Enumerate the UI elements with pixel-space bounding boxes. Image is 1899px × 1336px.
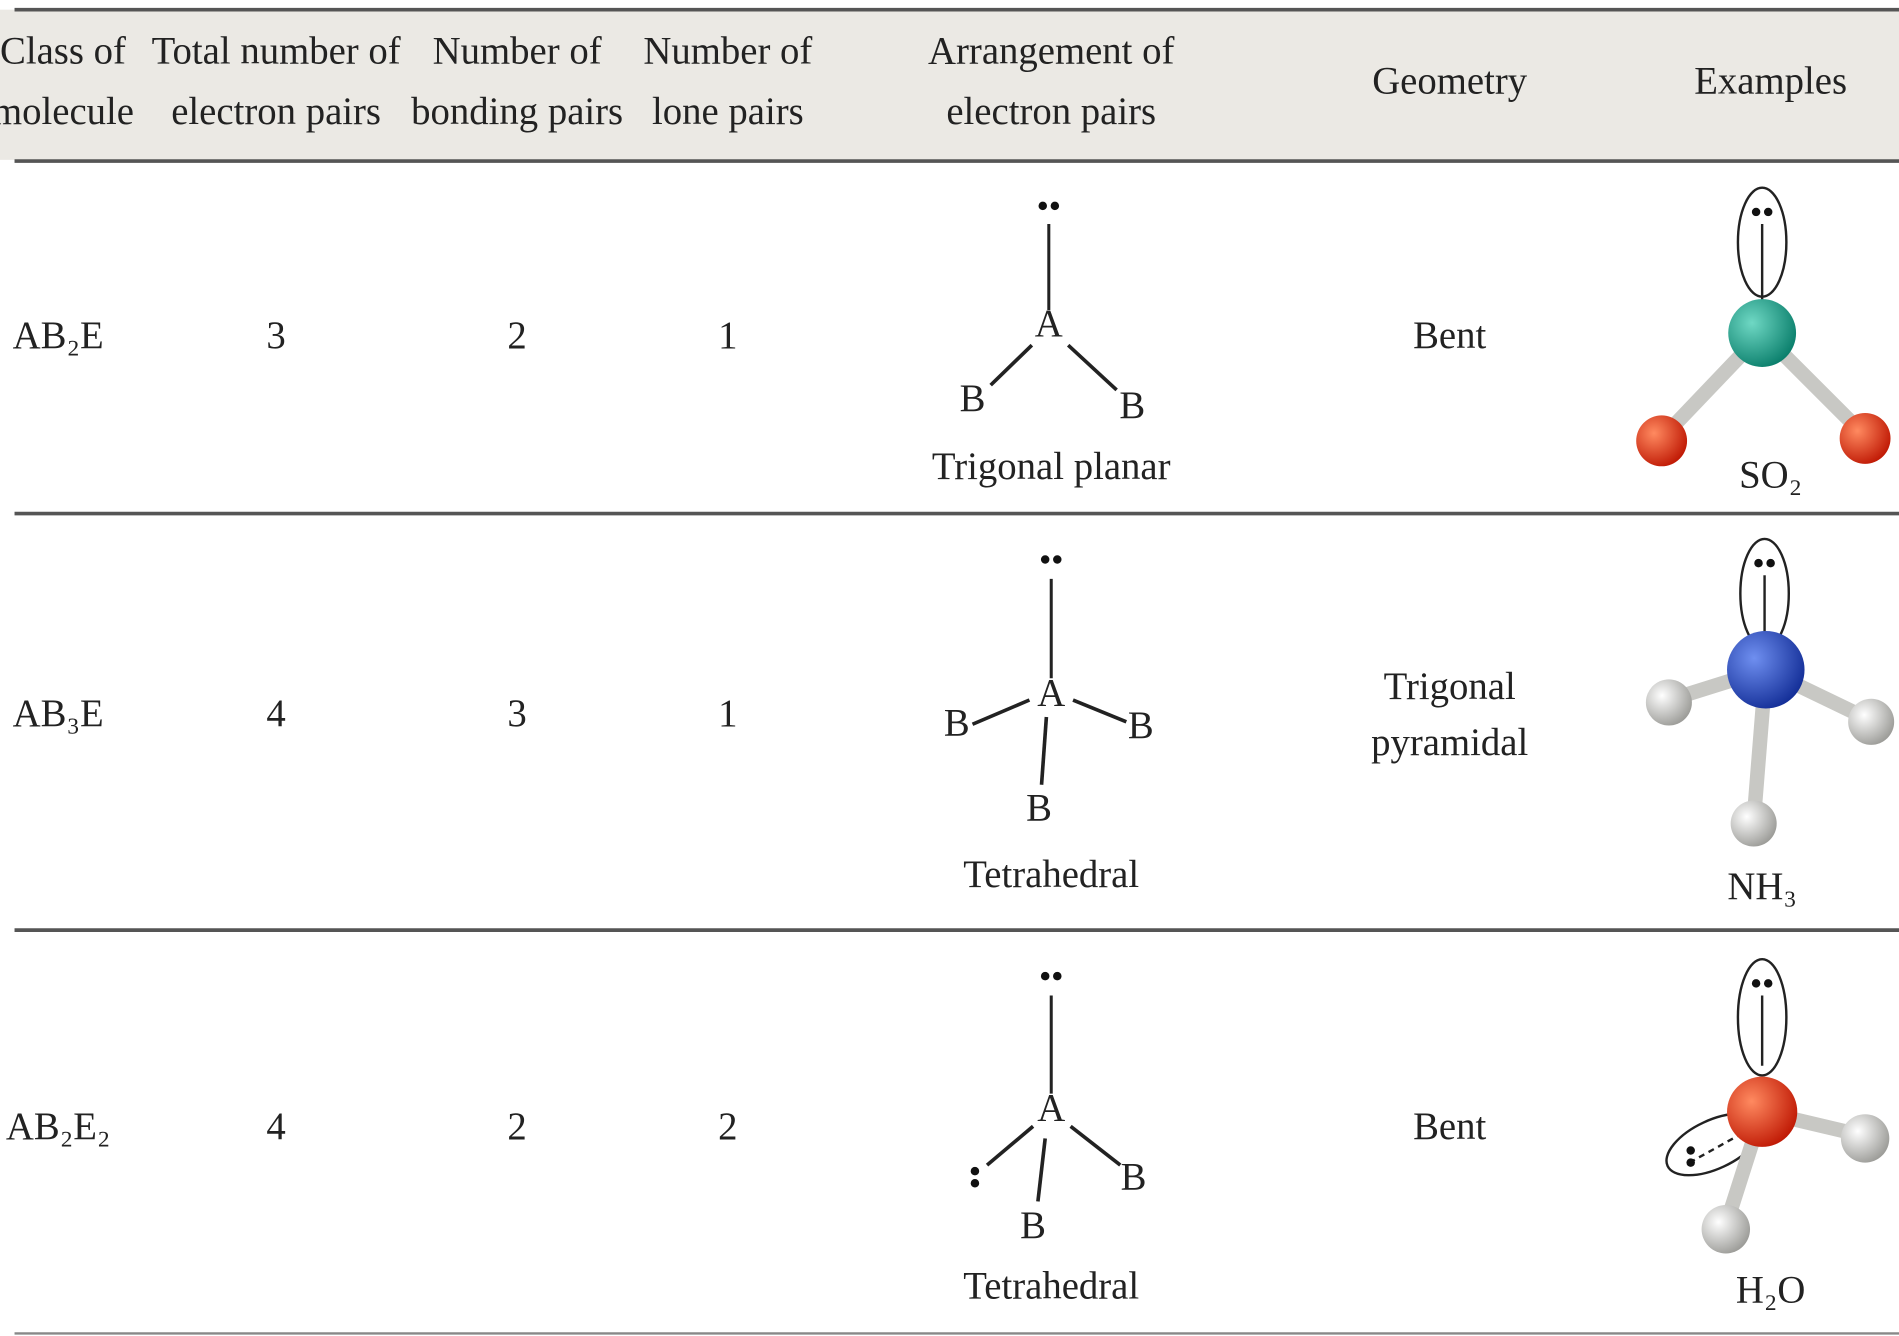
- lone-pair-dot: [1050, 201, 1060, 211]
- column-header: Number of: [433, 29, 602, 72]
- atom-sphere: [1840, 1114, 1890, 1163]
- lone-pair-dot: [1751, 979, 1761, 988]
- ligand-atom: B: [1020, 1204, 1046, 1247]
- lone-pair-dot: [1053, 971, 1062, 981]
- arrangement-name: Trigonal planar: [932, 445, 1171, 488]
- geometry-cell: Trigonal: [1384, 665, 1516, 708]
- bond-line: [989, 343, 1034, 387]
- column-header: Number of: [643, 29, 812, 72]
- ligand-atom: B: [960, 377, 986, 420]
- lone-pair-dot: [1686, 1158, 1695, 1167]
- example-label: NH₃: [1727, 865, 1796, 908]
- column-header: electron pairs: [171, 90, 381, 133]
- bond-line: [985, 1124, 1035, 1167]
- column-header: lone pairs: [652, 90, 804, 133]
- class-cell: AB₂E: [13, 314, 104, 357]
- center-atom: A: [1037, 671, 1065, 714]
- example-label: SO₂: [1739, 453, 1802, 496]
- ligand-atom: B: [1026, 786, 1052, 829]
- bonding-cell: 2: [507, 314, 526, 357]
- lone-pair-lobe: [1736, 957, 1788, 1077]
- geometry-cell: Bent: [1413, 314, 1486, 357]
- column-header: electron pairs: [946, 90, 1156, 133]
- lone-pair-dot: [970, 1179, 980, 1188]
- lone-pair-dot: [970, 1166, 980, 1176]
- atom-sphere: [1727, 1076, 1798, 1147]
- lone-pair-dash: [1688, 1131, 1745, 1164]
- column-header: molecule: [0, 90, 134, 133]
- lone-pair-dot: [1766, 558, 1775, 568]
- column-header: Class of: [0, 29, 126, 72]
- atom-sphere: [1645, 679, 1692, 726]
- atom-sphere: [1727, 630, 1805, 709]
- lone-pair-dot: [1038, 201, 1047, 211]
- lone-pair-dot: [1040, 555, 1050, 564]
- lone-pair-dot: [1053, 555, 1062, 564]
- header-band: [0, 9, 1899, 160]
- bond-line: [1069, 1124, 1122, 1167]
- lone-pair-dot: [1754, 558, 1763, 568]
- bond-line: [971, 698, 1031, 726]
- ligand-atom: B: [944, 702, 970, 745]
- class-cell: AB₃E: [13, 692, 104, 735]
- column-header: Arrangement of: [928, 29, 1174, 72]
- bond-line: [1066, 343, 1118, 392]
- bond-line: [1039, 716, 1049, 785]
- geometry-cell: Bent: [1413, 1105, 1486, 1148]
- bonding-cell: 2: [507, 1105, 526, 1148]
- ligand-atom: B: [1121, 1156, 1147, 1199]
- column-header: Total number of: [152, 29, 401, 72]
- atom-sphere: [1701, 1205, 1751, 1254]
- lone-pair-dot: [1763, 979, 1773, 988]
- arrangement-name: Tetrahedral: [963, 1265, 1139, 1308]
- atom-sphere: [1728, 299, 1797, 367]
- class-cell: AB₂E₂: [6, 1105, 111, 1148]
- lone-pair-dot: [1751, 207, 1761, 217]
- atom-sphere: [1848, 698, 1895, 745]
- bond-line: [1036, 1138, 1047, 1202]
- bonding-cell: 3: [507, 692, 526, 735]
- example-label: H₂O: [1736, 1268, 1805, 1311]
- ligand-atom: B: [1128, 704, 1154, 747]
- atom-sphere: [1839, 412, 1891, 464]
- table-body: Class of molecule Total number of electron …: [0, 7, 1899, 1335]
- arrangement-name: Tetrahedral: [963, 853, 1139, 896]
- lone-cell: 1: [718, 692, 737, 735]
- lone-pair-dot: [1763, 207, 1773, 217]
- total-cell: 4: [266, 1105, 285, 1148]
- geometry-cell: pyramidal: [1371, 721, 1528, 764]
- total-cell: 3: [266, 314, 285, 357]
- atom-sphere: [1636, 415, 1688, 467]
- lone-cell: 1: [718, 314, 737, 357]
- column-header: bonding pairs: [411, 90, 623, 133]
- lone-pair-dot: [1686, 1146, 1695, 1155]
- column-header: Geometry: [1372, 60, 1528, 103]
- lone-cell: 2: [718, 1105, 737, 1148]
- atom-sphere: [1730, 800, 1777, 847]
- column-header: Examples: [1694, 60, 1847, 103]
- total-cell: 4: [266, 692, 285, 735]
- bond-line: [1072, 698, 1128, 724]
- ligand-atom: B: [1119, 384, 1145, 427]
- center-atom: A: [1037, 1087, 1065, 1130]
- center-atom: A: [1035, 302, 1063, 345]
- lone-pair-dot: [1040, 971, 1050, 981]
